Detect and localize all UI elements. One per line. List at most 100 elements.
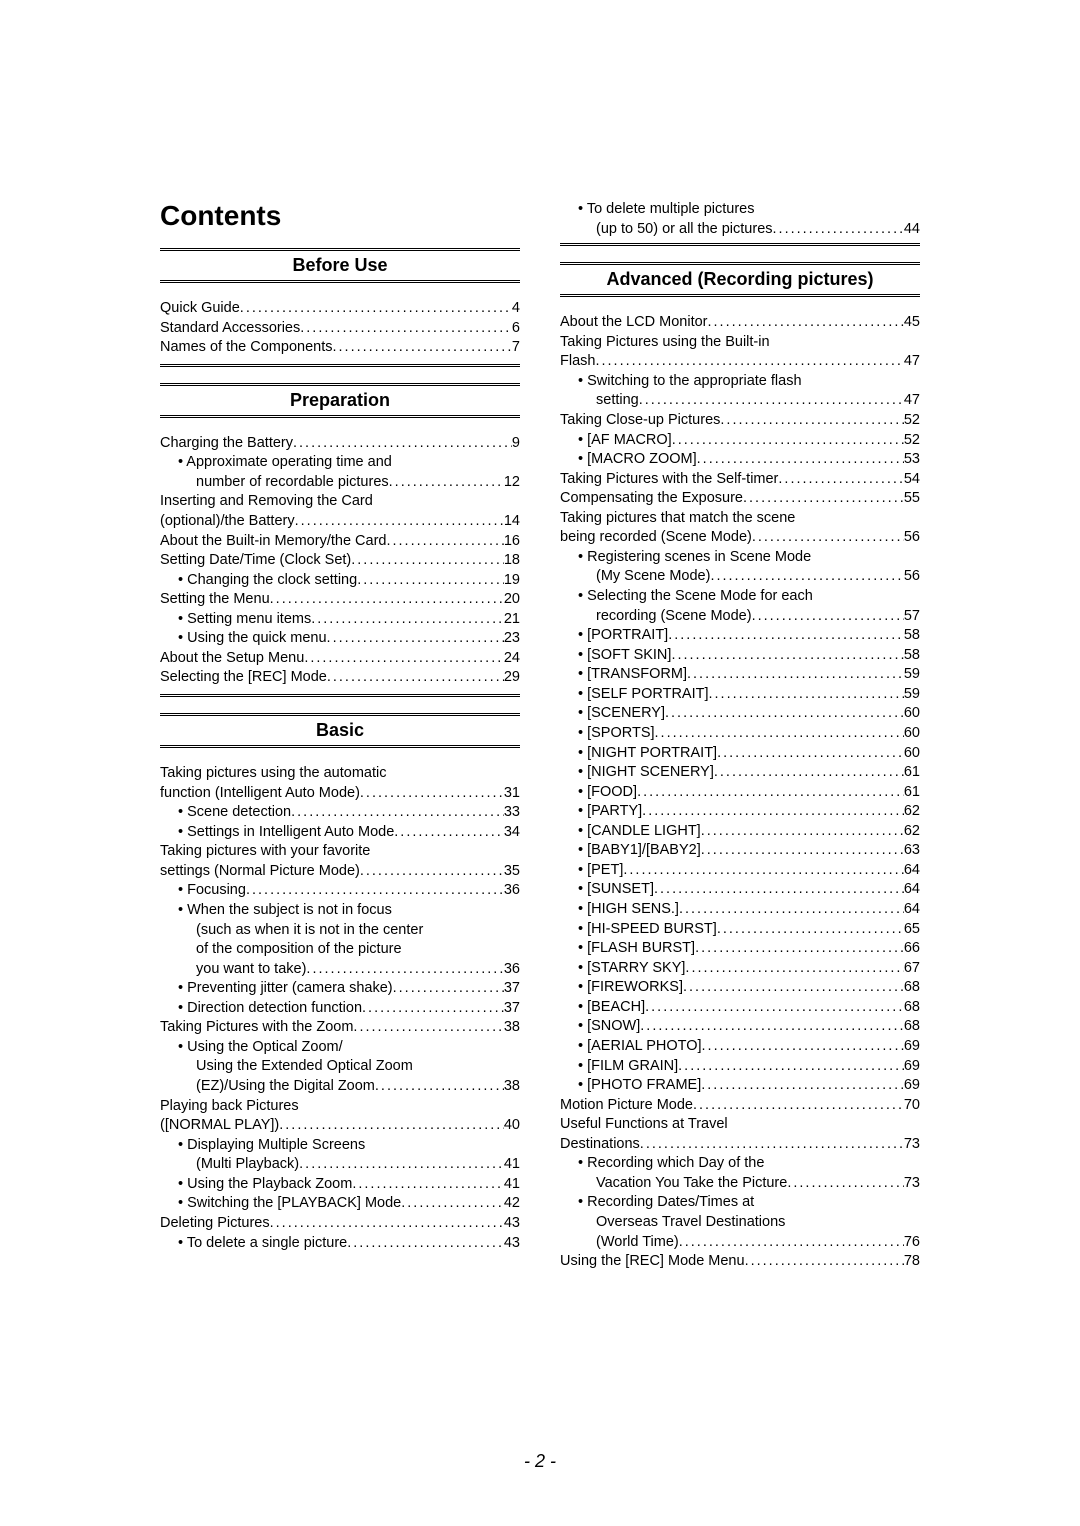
toc-label: Flash xyxy=(560,352,595,372)
toc-dots xyxy=(745,1252,904,1272)
toc-entry: • Approximate operating time and xyxy=(160,453,520,473)
toc-dots xyxy=(362,999,504,1019)
toc-label: About the LCD Monitor xyxy=(560,313,708,333)
toc-page: 64 xyxy=(904,880,920,900)
toc-dots xyxy=(299,1155,504,1175)
toc-dots xyxy=(311,610,504,630)
toc-page: 45 xyxy=(904,313,920,333)
toc-label: • To delete multiple pictures xyxy=(578,200,755,220)
toc-entry: • [MACRO ZOOM]53 xyxy=(560,450,920,470)
toc-page: 20 xyxy=(504,590,520,610)
toc-entry: • Switching to the appropriate flash xyxy=(560,372,920,392)
toc-label: Setting the Menu xyxy=(160,590,270,610)
toc-page: 37 xyxy=(504,979,520,999)
toc-page: 47 xyxy=(904,391,920,411)
toc-page: 35 xyxy=(504,862,520,882)
toc-label: • When the subject is not in focus xyxy=(178,901,392,921)
toc-entry: • [SNOW]68 xyxy=(560,1017,920,1037)
toc-page: 68 xyxy=(904,978,920,998)
toc-entry: ([NORMAL PLAY])40 xyxy=(160,1116,520,1136)
toc-page: 58 xyxy=(904,646,920,666)
section-block: About the LCD Monitor45Taking Pictures u… xyxy=(560,307,920,1278)
toc-label: Names of the Components xyxy=(160,338,332,358)
toc-label: • [SPORTS] xyxy=(578,724,655,744)
toc-dots xyxy=(743,489,904,509)
toc-label: (EZ)/Using the Digital Zoom xyxy=(196,1077,375,1097)
toc-dots xyxy=(637,783,904,803)
toc-dots xyxy=(394,823,504,843)
toc-page: 38 xyxy=(504,1018,520,1038)
toc-entry: Deleting Pictures43 xyxy=(160,1214,520,1234)
toc-entry: About the Setup Menu24 xyxy=(160,649,520,669)
toc-label: • Using the Optical Zoom/ xyxy=(178,1038,343,1058)
toc-entry: Setting Date/Time (Clock Set)18 xyxy=(160,551,520,571)
section-header: Before Use xyxy=(160,248,520,283)
toc-dots xyxy=(697,450,904,470)
toc-page: 69 xyxy=(904,1076,920,1096)
toc-page: 6 xyxy=(512,319,520,339)
toc-label: • [BABY1]/[BABY2] xyxy=(578,841,701,861)
toc-page: 61 xyxy=(904,783,920,803)
toc-page: 60 xyxy=(904,704,920,724)
toc-entry: Compensating the Exposure55 xyxy=(560,489,920,509)
toc-page: 70 xyxy=(904,1096,920,1116)
toc-entry: • [FLASH BURST]66 xyxy=(560,939,920,959)
toc-page: 52 xyxy=(904,411,920,431)
toc-page: 58 xyxy=(904,626,920,646)
toc-page: 44 xyxy=(904,220,920,240)
toc-page: 19 xyxy=(504,571,520,591)
toc-dots xyxy=(702,1037,904,1057)
toc-label: Quick Guide xyxy=(160,299,240,319)
toc-label: Overseas Travel Destinations xyxy=(596,1213,785,1233)
toc-entry: Taking pictures that match the scene xyxy=(560,509,920,529)
toc-page: 23 xyxy=(504,629,520,649)
toc-label: • [PORTRAIT] xyxy=(578,626,668,646)
toc-label: • [PHOTO FRAME] xyxy=(578,1076,701,1096)
toc-entry: • [BEACH]68 xyxy=(560,998,920,1018)
toc-entry: (Multi Playback)41 xyxy=(160,1155,520,1175)
toc-entry: • [SELF PORTRAIT]59 xyxy=(560,685,920,705)
toc-entry: • Switching the [PLAYBACK] Mode 42 xyxy=(160,1194,520,1214)
toc-label: • [STARRY SKY] xyxy=(578,959,685,979)
toc-label: • Switching the [PLAYBACK] Mode xyxy=(178,1194,401,1214)
toc-dots xyxy=(710,567,903,587)
toc-label: • [AF MACRO] xyxy=(578,431,672,451)
toc-label: Compensating the Exposure xyxy=(560,489,743,509)
toc-entry: • Using the quick menu23 xyxy=(160,629,520,649)
toc-dots xyxy=(683,978,904,998)
toc-entry: • [AF MACRO]52 xyxy=(560,431,920,451)
toc-entry: Quick Guide4 xyxy=(160,299,520,319)
toc-dots xyxy=(375,1077,504,1097)
toc-label: Inserting and Removing the Card xyxy=(160,492,373,512)
toc-page: 73 xyxy=(904,1135,920,1155)
toc-entry: • Direction detection function37 xyxy=(160,999,520,1019)
toc-dots xyxy=(672,431,904,451)
toc-page: 42 xyxy=(504,1194,520,1214)
toc-entry: Destinations73 xyxy=(560,1135,920,1155)
toc-entry: • [PET]64 xyxy=(560,861,920,881)
toc-page: 36 xyxy=(504,881,520,901)
toc-entry: • Using the Playback Zoom41 xyxy=(160,1175,520,1195)
toc-label: Vacation You Take the Picture xyxy=(596,1174,787,1194)
toc-page: 41 xyxy=(504,1175,520,1195)
toc-entry: of the composition of the picture xyxy=(160,940,520,960)
toc-label: (such as when it is not in the center xyxy=(196,921,423,941)
toc-label: • Focusing xyxy=(178,881,246,901)
toc-entry: (up to 50) or all the pictures44 xyxy=(560,220,920,240)
toc-dots xyxy=(687,665,904,685)
divider xyxy=(560,243,920,246)
toc-entry: • To delete a single picture43 xyxy=(160,1234,520,1254)
toc-dots xyxy=(306,960,503,980)
toc-label: (World Time) xyxy=(596,1233,679,1253)
toc-entry: Overseas Travel Destinations xyxy=(560,1213,920,1233)
toc-dots xyxy=(300,319,512,339)
toc-label: Setting Date/Time (Clock Set) xyxy=(160,551,351,571)
toc-page: 38 xyxy=(504,1077,520,1097)
toc-label: Selecting the [REC] Mode xyxy=(160,668,327,688)
toc-page: 59 xyxy=(904,665,920,685)
toc-label: • To delete a single picture xyxy=(178,1234,347,1254)
toc-entry: • Focusing 36 xyxy=(160,881,520,901)
toc-page: 76 xyxy=(904,1233,920,1253)
toc-entry: • [HIGH SENS.]64 xyxy=(560,900,920,920)
left-column: Contents Before UseQuick Guide4Standard … xyxy=(160,200,520,1292)
